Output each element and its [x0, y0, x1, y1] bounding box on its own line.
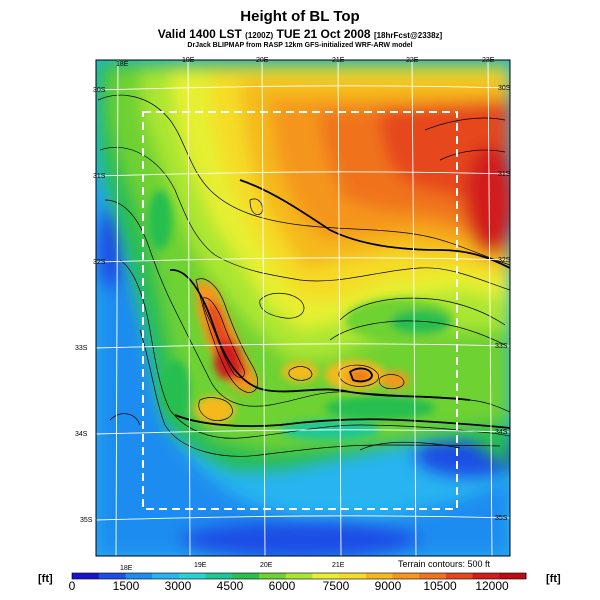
- colorbar-swatch: [445, 573, 474, 579]
- lat-tick-label: 33S: [495, 343, 508, 350]
- colorbar-swatch: [419, 573, 447, 579]
- lat-tick-label: 31S: [93, 173, 106, 180]
- lon-tick-label: 21E: [332, 57, 345, 64]
- lon-tick-label: 22E: [406, 57, 419, 64]
- lon-ticks-bottom: 18E 19E 20E 21E: [120, 562, 345, 572]
- colorbar-swatch: [392, 573, 420, 579]
- colorbar-swatch: [365, 573, 393, 579]
- map-frame: [95, 59, 511, 557]
- colorbar-swatch: [205, 573, 233, 579]
- lat-tick-label: 35S: [495, 515, 508, 522]
- colorbar-swatch: [499, 573, 527, 579]
- map-field: [96, 60, 510, 556]
- colorbar-swatch: [98, 573, 126, 579]
- colorbar-label: 1500: [113, 579, 140, 593]
- colorbar-labels: 0 1500 3000 4500 6000 7500 9000 10500 12…: [69, 579, 509, 593]
- colorbar-label: 0: [69, 579, 76, 593]
- colorbar-label: 7500: [323, 579, 350, 593]
- lat-tick-label: 34S: [495, 429, 508, 436]
- colorbar-swatch: [312, 573, 340, 579]
- lat-ticks-left: 30S 31S 32S 33S 34S 35S: [75, 87, 106, 524]
- colorbar-label: 3000: [165, 579, 192, 593]
- colorbar-swatch: [472, 573, 500, 579]
- colorbar-label: 10500: [423, 579, 457, 593]
- lon-tick-label: 18E: [116, 61, 129, 68]
- lat-tick-label: 31S: [498, 171, 511, 178]
- inner-domain-box: [142, 111, 458, 510]
- unit-label-left: [ft]: [38, 573, 53, 585]
- land-area: [96, 60, 510, 470]
- lat-tick-label: 30S: [498, 85, 511, 92]
- lat-tick-label: 32S: [93, 259, 106, 266]
- colorbar-swatch: [339, 573, 367, 579]
- colorbar-swatch: [178, 573, 207, 579]
- colorbar-label: 12000: [475, 579, 509, 593]
- colorbar-frame: [71, 572, 527, 580]
- lon-tick-label: 20E: [260, 562, 273, 569]
- colorbar-label: 4500: [217, 579, 244, 593]
- colorbar-swatch: [72, 573, 100, 579]
- lon-tick-label: 21E: [332, 562, 345, 569]
- utc-time: (1200Z): [245, 31, 274, 40]
- colorbar-label: 9000: [375, 579, 402, 593]
- colorbar-swatch: [258, 573, 287, 579]
- lat-tick-label: 33S: [75, 345, 88, 352]
- model-credit: DrJack BLIPMAP from RASP 12km GFS-initia…: [187, 42, 413, 49]
- unit-label-right: [ft]: [546, 573, 561, 585]
- map-title: Height of BL Top: [240, 8, 360, 25]
- lat-tick-label: 34S: [75, 431, 88, 438]
- lat-ticks-right: 30S 31S 32S 33S 34S 35S: [495, 85, 511, 522]
- lon-tick-label: 19E: [182, 57, 195, 64]
- lon-tick-label: 20E: [256, 57, 269, 64]
- lon-tick-label: 19E: [194, 562, 207, 569]
- map-subtitle: Valid 1400 LST (1200Z) TUE 21 Oct 2008 […: [0, 27, 600, 41]
- lat-tick-label: 30S: [93, 87, 106, 94]
- lat-tick-label: 32S: [498, 257, 511, 264]
- colorbar-swatch: [232, 573, 260, 579]
- valid-date: TUE 21 Oct 2008: [276, 27, 371, 41]
- colorbar-swatch: [152, 573, 180, 579]
- lon-ticks-top: 18E 19E 20E 21E 22E 23E: [116, 57, 495, 68]
- colorbar: [71, 572, 527, 580]
- colorbar-swatch: [285, 573, 313, 579]
- forecast-run: [18hrFcst@2338z]: [373, 31, 443, 40]
- valid-time: Valid 1400 LST: [157, 27, 242, 41]
- colorbar-label: 6000: [269, 579, 296, 593]
- lat-tick-label: 35S: [80, 517, 93, 524]
- lon-tick-label: 23E: [482, 57, 495, 64]
- colorbar-swatch: [125, 573, 153, 579]
- lon-tick-label: 18E: [120, 565, 133, 572]
- terrain-contour-note: Terrain contours: 500 ft: [398, 559, 491, 569]
- lat-lon-grid: [96, 60, 510, 556]
